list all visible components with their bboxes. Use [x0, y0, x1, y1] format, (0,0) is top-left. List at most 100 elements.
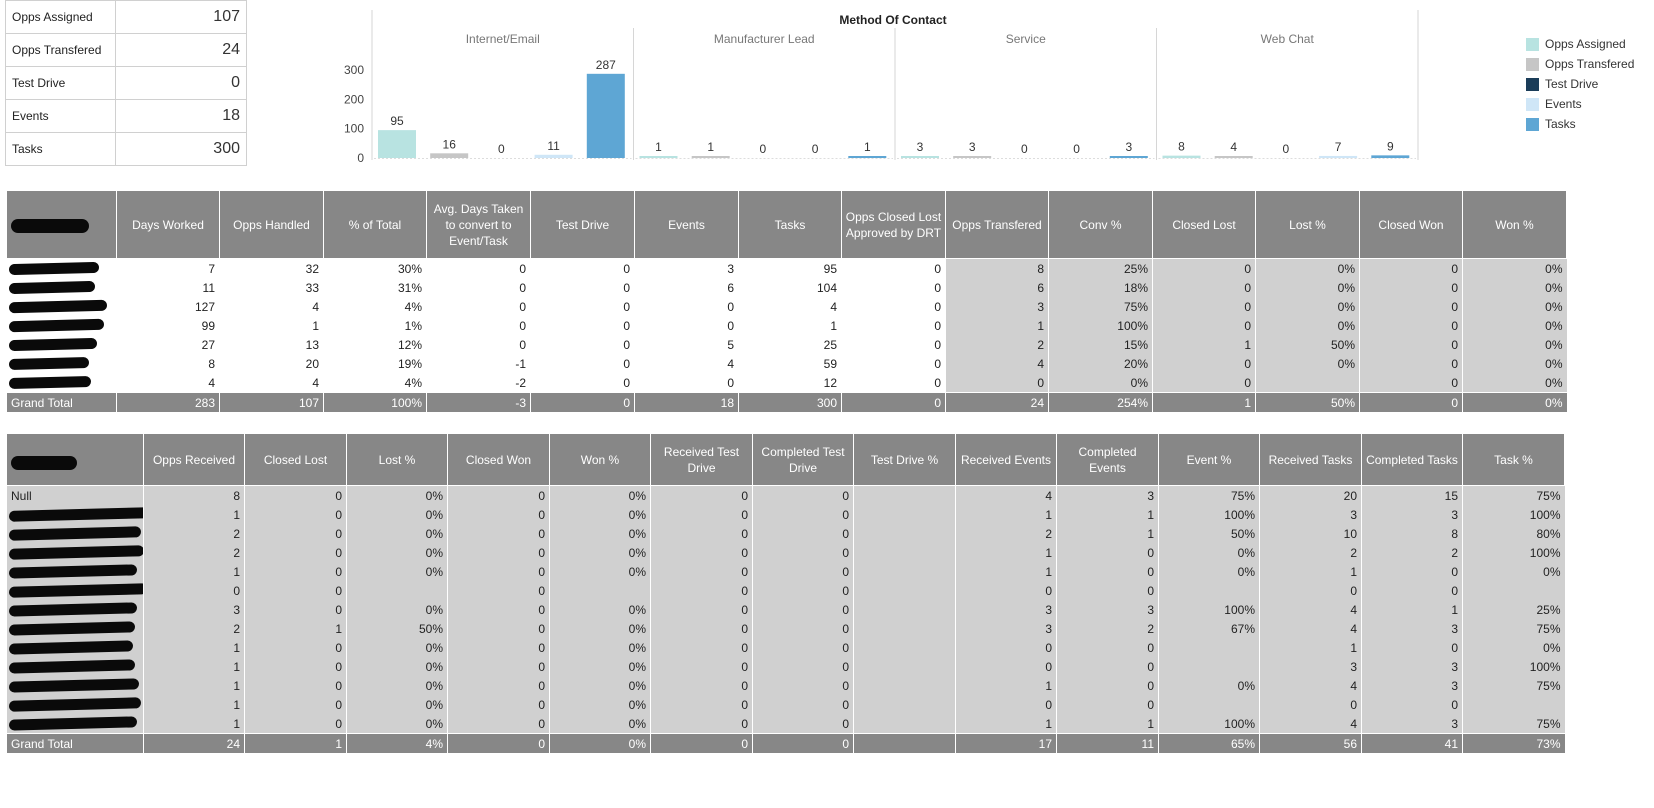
- row-name-cell: [6, 316, 117, 335]
- grand-total-cell: 0: [447, 733, 550, 753]
- column-header[interactable]: Opps Received: [143, 433, 245, 486]
- column-header[interactable]: Event %: [1158, 433, 1260, 486]
- column-header[interactable]: Days Worked: [116, 190, 220, 259]
- table-row[interactable]: 3 0 0% 0 0% 0 0 3 3 100% 4 1 25%: [6, 600, 1565, 619]
- column-header[interactable]: Opps Handled: [219, 190, 324, 259]
- row-name-cell: [6, 373, 117, 393]
- table-row[interactable]: 99 1 1% 0 0 0 1 0 1 100% 0 0% 0 0%: [6, 316, 1567, 335]
- table-cell: 0: [447, 562, 550, 581]
- table-row[interactable]: 4 4 4% -2 0 0 12 0 0 0% 0 0 0%: [6, 373, 1567, 393]
- table-row[interactable]: 1 0 0% 0 0% 0 0 1 1 100% 4 3 75%: [6, 714, 1565, 734]
- name-column-header[interactable]: [6, 190, 117, 259]
- redaction-mark: [11, 219, 89, 233]
- table-cell: 1: [244, 619, 347, 638]
- column-header[interactable]: Completed Events: [1056, 433, 1159, 486]
- kpi-row: Test Drive 0: [5, 66, 247, 100]
- table-row[interactable]: 27 13 12% 0 0 5 25 0 2 15% 1 50% 0 0%: [6, 335, 1567, 354]
- table-row[interactable]: 1 0 0% 0 0% 0 0 1 1 100% 3 3 100%: [6, 505, 1565, 524]
- kpi-value: 107: [115, 0, 247, 34]
- column-header[interactable]: Received Test Drive: [650, 433, 753, 486]
- table-cell: 0: [1056, 581, 1159, 600]
- grand-total-cell: 73%: [1462, 733, 1565, 753]
- table-cell: 4%: [323, 297, 427, 316]
- table-cell: 25%: [1462, 600, 1565, 619]
- column-header[interactable]: Conv %: [1048, 190, 1153, 259]
- column-header[interactable]: Test Drive: [530, 190, 635, 259]
- row-name-cell: [6, 297, 117, 316]
- legend-item[interactable]: Opps Assigned: [1526, 34, 1634, 54]
- bar: [1214, 156, 1253, 158]
- employee-summary-table: Days Worked Opps Handled % of Total Avg. Da…: [6, 190, 1567, 412]
- column-header[interactable]: Opps Transfered: [945, 190, 1049, 259]
- table-row[interactable]: 8 20 19% -1 0 4 59 0 4 20% 0 0% 0 0%: [6, 354, 1567, 373]
- table-row[interactable]: 2 1 50% 0 0% 0 0 3 2 67% 4 3 75%: [6, 619, 1565, 638]
- legend-item[interactable]: Events: [1526, 94, 1634, 114]
- column-header[interactable]: Completed Tasks: [1361, 433, 1463, 486]
- table-cell: [1255, 373, 1360, 393]
- table-row[interactable]: 1 0 0% 0 0% 0 0 0 0 1 0 0%: [6, 638, 1565, 657]
- column-header[interactable]: Completed Test Drive: [752, 433, 854, 486]
- column-header[interactable]: Lost %: [346, 433, 448, 486]
- table-cell: 1: [1259, 638, 1362, 657]
- column-header[interactable]: Closed Won: [447, 433, 550, 486]
- column-header[interactable]: Tasks: [738, 190, 842, 259]
- table-cell: 0%: [549, 505, 651, 524]
- table-cell: 0: [841, 258, 946, 278]
- table-cell: 31%: [323, 278, 427, 297]
- bar-value-label: 4: [1230, 140, 1237, 154]
- column-header[interactable]: Opps Closed Lost Approved by DRT: [841, 190, 946, 259]
- table-row[interactable]: 1 0 0% 0 0% 0 0 1 0 0% 1 0 0%: [6, 562, 1565, 581]
- table-cell: [1158, 657, 1260, 676]
- table-cell: 0%: [346, 562, 448, 581]
- column-header[interactable]: Closed Won: [1359, 190, 1463, 259]
- column-header[interactable]: Avg. Days Taken to convert to Event/Task: [426, 190, 531, 259]
- table-row[interactable]: 11 33 31% 0 0 6 104 0 6 18% 0 0% 0 0%: [6, 278, 1567, 297]
- column-header[interactable]: Received Events: [955, 433, 1057, 486]
- legend-item[interactable]: Opps Transfered: [1526, 54, 1634, 74]
- column-header[interactable]: Closed Lost: [1152, 190, 1256, 259]
- column-header[interactable]: Task %: [1462, 433, 1565, 486]
- table-cell: 1: [738, 316, 842, 335]
- panel-label: Internet/Email: [466, 32, 540, 46]
- column-header[interactable]: Won %: [1462, 190, 1567, 259]
- table-row[interactable]: 2 0 0% 0 0% 0 0 1 0 0% 2 2 100%: [6, 543, 1565, 562]
- table-row[interactable]: Null 8 0 0% 0 0% 0 0 4 3 75% 20 15 75%: [6, 485, 1565, 505]
- table-row[interactable]: 1 0 0% 0 0% 0 0 0 0 0 0: [6, 695, 1565, 714]
- chart-legend: Opps Assigned Opps Transfered Test Drive Ev…: [1526, 34, 1634, 134]
- table-cell: 0%: [346, 714, 448, 734]
- table-cell: 0: [1056, 695, 1159, 714]
- table-cell: 0%: [346, 657, 448, 676]
- table-cell: 50%: [1158, 524, 1260, 543]
- column-header[interactable]: Events: [634, 190, 739, 259]
- table-cell: 0: [650, 562, 753, 581]
- table-cell: 0: [1361, 695, 1463, 714]
- column-header[interactable]: Won %: [549, 433, 651, 486]
- table-cell: [853, 676, 956, 695]
- table-cell: 0%: [1462, 316, 1567, 335]
- table-cell: 100%: [1462, 657, 1565, 676]
- table-cell: 2: [143, 543, 245, 562]
- column-header-label: Event %: [1186, 452, 1232, 467]
- name-column-header[interactable]: [6, 433, 144, 486]
- table-row[interactable]: 1 0 0% 0 0% 0 0 0 0 3 3 100%: [6, 657, 1565, 676]
- legend-item[interactable]: Tasks: [1526, 114, 1634, 134]
- table-row[interactable]: 127 4 4% 0 0 0 4 0 3 75% 0 0% 0 0%: [6, 297, 1567, 316]
- bar: [691, 156, 730, 158]
- column-header[interactable]: Closed Lost: [244, 433, 347, 486]
- table-cell: 32: [219, 258, 324, 278]
- table-cell: 99: [116, 316, 220, 335]
- bar: [378, 130, 416, 158]
- table-cell: 0: [447, 505, 550, 524]
- column-header[interactable]: Received Tasks: [1259, 433, 1362, 486]
- table-row[interactable]: 2 0 0% 0 0% 0 0 2 1 50% 10 8 80%: [6, 524, 1565, 543]
- table-cell: 0%: [1255, 316, 1360, 335]
- table-cell: 0%: [1255, 258, 1360, 278]
- column-header[interactable]: % of Total: [323, 190, 427, 259]
- legend-item[interactable]: Test Drive: [1526, 74, 1634, 94]
- table-row[interactable]: 7 32 30% 0 0 3 95 0 8 25% 0 0% 0 0%: [6, 258, 1567, 278]
- column-header[interactable]: Test Drive %: [853, 433, 956, 486]
- table-row[interactable]: 1 0 0% 0 0% 0 0 1 0 0% 4 3 75%: [6, 676, 1565, 695]
- column-header[interactable]: Lost %: [1255, 190, 1360, 259]
- grand-total-cell: 11: [1056, 733, 1159, 753]
